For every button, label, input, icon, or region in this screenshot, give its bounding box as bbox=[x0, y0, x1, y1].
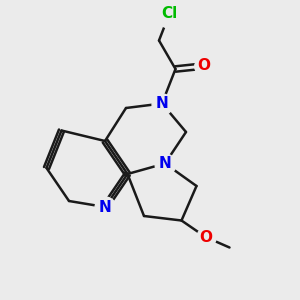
Text: N: N bbox=[156, 96, 168, 111]
Text: N: N bbox=[99, 200, 111, 214]
Text: O: O bbox=[199, 230, 212, 244]
Text: Cl: Cl bbox=[161, 6, 178, 21]
Text: O: O bbox=[197, 58, 211, 74]
Text: N: N bbox=[159, 156, 171, 171]
